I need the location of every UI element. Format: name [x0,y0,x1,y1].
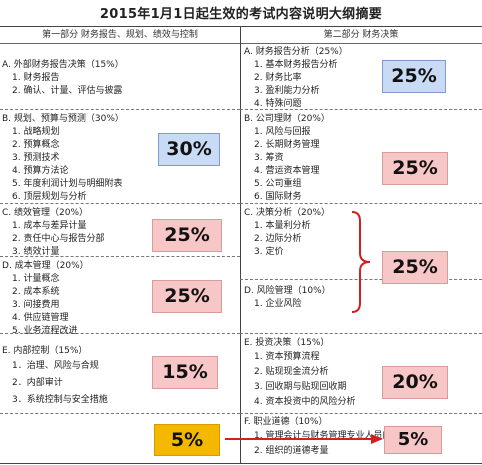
list-item: 3. 回收期与贴现回收期 [254,382,347,392]
list-item: 3. 盈利能力分析 [254,86,320,96]
left-section-b: B. 规划、预算与预测（30%） 1. 战略规划 2. 预算概念 3. 预测技术… [2,113,124,204]
list-item: 2．内部审计 [12,378,63,388]
page-title: 2015年1月1日起生效的考试内容说明大纲摘要 [99,7,383,22]
list-item: 2. 组织的道德考量 [254,446,329,456]
left-divider-de [0,333,240,334]
list-item: 4. 资本投资中的风险分析 [254,397,356,407]
group-brace-icon [351,211,371,313]
outline-table: 第一部分 财务报告、规划、绩效与控制 第二部分 财务决策 A. 外部财务报告决策… [0,26,482,464]
section-heading: E. 内部控制（15%） [2,346,88,356]
list-item: 4. 供应链管理 [12,313,69,323]
list-item: 1. 资本预算流程 [254,352,320,362]
weight-badge-right-a: 25% [382,60,446,93]
list-item: 3. 预测技术 [12,153,60,163]
column-divider [240,27,241,463]
weight-badge-left-b: 30% [158,133,220,166]
list-item: 1. 计量概念 [12,274,60,284]
left-divider-ab [0,109,240,110]
list-item: 2. 长期财务管理 [254,140,320,150]
weight-badge-left-c: 25% [152,219,222,252]
section-heading: B. 规划、预算与预测（30%） [2,114,124,124]
right-section-f: F. 职业道德（10%） 1. 管理会计与财务管理专业人员的道德考量 2. 组织… [244,416,427,459]
section-heading: A. 财务报告分析（25%） [244,47,348,57]
weight-badge-left-e: 15% [152,356,218,389]
left-section-a: A. 外部财务报告决策（15%） 1. 财务报告 2. 确认、计量、评估与披露 [2,59,124,98]
header-divider [0,43,482,44]
list-item: 2. 贴现现金流分析 [254,367,329,377]
right-section-e: E. 投资决策（15%） 1. 资本预算流程 2. 贴现现金流分析 3. 回收期… [244,337,355,410]
weight-badge-left-f: 5% [154,424,220,456]
right-section-b: B. 公司理财（20%） 1. 风险与回报 2. 长期财务管理 3. 筹资 4.… [244,113,330,204]
list-item: 1. 风险与回报 [254,127,311,137]
list-item: 2. 边际分析 [254,234,302,244]
right-column-header: 第二部分 财务决策 [323,30,399,40]
list-item: 4. 预算方法论 [12,166,69,176]
list-item: 5. 公司重组 [254,179,302,189]
list-item: 2. 确认、计量、评估与披露 [12,86,123,96]
section-heading: A. 外部财务报告决策（15%） [2,60,124,70]
list-item: 4. 特殊问题 [254,99,302,109]
left-section-e: E. 内部控制（15%） 1．治理、风险与合规 2．内部审计 3．系统控制与安全… [2,345,108,409]
list-item: 5. 业务流程改进 [12,326,78,336]
weight-badge-right-b: 25% [382,152,448,185]
left-column-header: 第一部分 财务报告、规划、绩效与控制 [42,30,198,40]
list-item: 4. 营运资本管理 [254,166,320,176]
list-item: 2. 责任中心与报告分部 [12,234,105,244]
weight-badge-right-cd: 25% [382,251,448,284]
left-section-c: C. 绩效管理（20%） 1. 成本与差异计量 2. 责任中心与报告分部 3. … [2,207,104,259]
arrow-right-icon [225,434,383,444]
left-section-d: D. 成本管理（20%） 1. 计量概念 2. 成本系统 3. 间接费用 4. … [2,260,89,338]
left-divider-ef [0,413,240,414]
list-item: 6. 国际财务 [254,192,302,202]
list-item: 2. 财务比率 [254,73,302,83]
list-item: 6. 顶层规划与分析 [12,192,87,202]
list-item: 1. 基本财务报告分析 [254,60,338,70]
section-heading: D. 成本管理（20%） [2,261,89,271]
right-section-d: D. 风险管理（10%） 1. 企业风险 [244,285,331,311]
weight-badge-right-e: 20% [382,366,448,399]
left-divider-cd [0,256,240,257]
list-item: 1. 财务报告 [12,73,60,83]
section-heading: C. 决策分析（20%） [244,208,331,218]
weight-badge-left-d: 25% [152,280,222,313]
list-item: 1. 管理会计与财务管理专业人员的道德考量 [254,431,428,441]
section-heading: C. 绩效管理（20%） [2,208,89,218]
list-item: 1. 企业风险 [254,299,302,309]
list-item: 3. 绩效计量 [12,247,60,257]
list-item: 5. 年度利润计划与明细附表 [12,179,123,189]
left-divider-bc [0,203,240,204]
weight-badge-right-f: 5% [384,426,442,454]
right-divider-ef [240,413,482,414]
list-item: 1．治理、风险与合规 [12,361,99,371]
right-divider-de [240,333,482,334]
section-heading: E. 投资决策（15%） [244,338,330,348]
section-heading: F. 职业道德（10%） [244,417,328,427]
list-item: 2. 成本系统 [12,287,60,297]
list-item: 3. 定价 [254,247,284,257]
right-divider-ab [240,109,482,110]
section-heading: D. 风险管理（10%） [244,286,331,296]
section-heading: B. 公司理财（20%） [244,114,330,124]
list-item: 3．系统控制与安全措施 [12,395,108,405]
list-item: 2. 预算概念 [12,140,60,150]
list-item: 3. 筹资 [254,153,284,163]
right-section-c: C. 决策分析（20%） 1. 本量利分析 2. 边际分析 3. 定价 [244,207,330,259]
list-item: 3. 间接费用 [12,300,60,310]
right-section-a: A. 财务报告分析（25%） 1. 基本财务报告分析 2. 财务比率 3. 盈利… [244,46,348,111]
right-divider-bc [240,203,482,204]
list-item: 1. 本量利分析 [254,221,311,231]
list-item: 1. 战略规划 [12,127,60,137]
list-item: 1. 成本与差异计量 [12,221,87,231]
